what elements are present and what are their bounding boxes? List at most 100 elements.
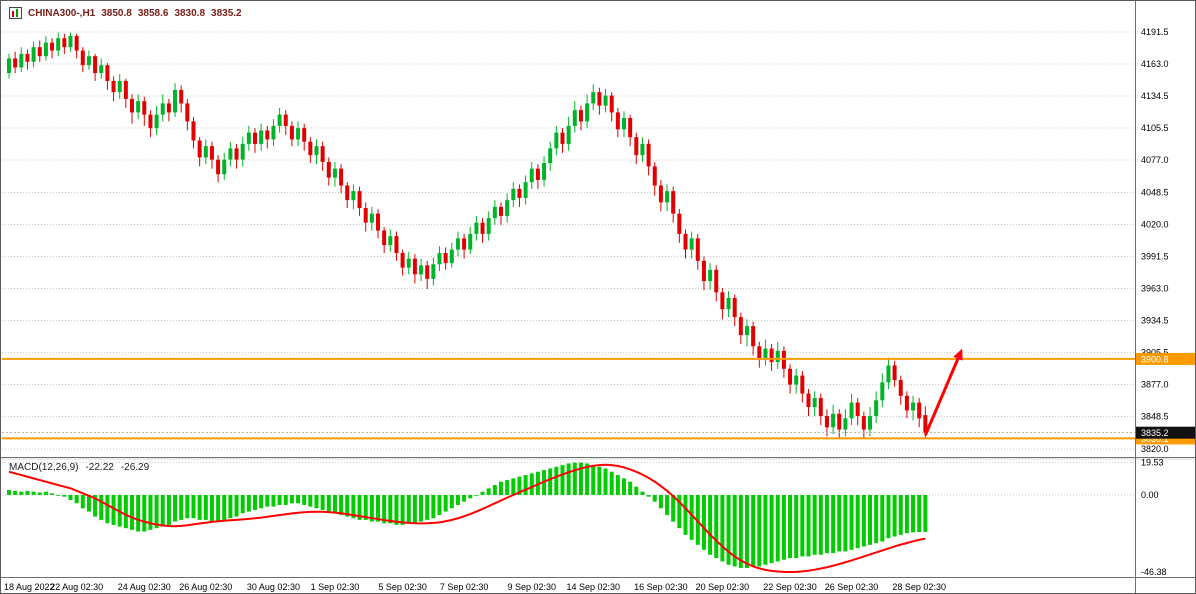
candle-down[interactable] bbox=[677, 213, 682, 234]
candle-down[interactable] bbox=[695, 238, 700, 261]
candle-down[interactable] bbox=[339, 168, 344, 186]
candle-down[interactable] bbox=[148, 114, 153, 129]
candle-down[interactable] bbox=[253, 132, 257, 144]
candle-up[interactable] bbox=[603, 95, 608, 106]
candle-up[interactable] bbox=[437, 252, 442, 265]
candle-down[interactable] bbox=[13, 58, 18, 68]
candle-up[interactable] bbox=[406, 258, 411, 268]
candle-down[interactable] bbox=[37, 47, 42, 57]
candle-down[interactable] bbox=[855, 402, 860, 417]
candle-down[interactable] bbox=[283, 114, 288, 126]
candle-down[interactable] bbox=[166, 103, 171, 113]
candle-down[interactable] bbox=[74, 35, 79, 51]
candle-down[interactable] bbox=[701, 260, 706, 282]
candle-up[interactable] bbox=[68, 35, 73, 48]
candle-up[interactable] bbox=[160, 103, 165, 115]
candle-up[interactable] bbox=[775, 350, 780, 363]
candle-up[interactable] bbox=[831, 413, 836, 428]
candle-down[interactable] bbox=[806, 393, 811, 408]
candle-up[interactable] bbox=[56, 38, 61, 51]
candle-down[interactable] bbox=[683, 233, 688, 250]
candle-down[interactable] bbox=[302, 128, 307, 142]
candle-up[interactable] bbox=[7, 58, 11, 74]
candle-down[interactable] bbox=[628, 118, 633, 138]
candle-down[interactable] bbox=[93, 56, 98, 74]
candle-down[interactable] bbox=[837, 413, 842, 430]
candle-up[interactable] bbox=[228, 148, 233, 160]
candle-down[interactable] bbox=[382, 230, 387, 246]
candle-down[interactable] bbox=[769, 348, 774, 363]
candle-down[interactable] bbox=[412, 258, 417, 275]
candle-down[interactable] bbox=[443, 252, 448, 264]
candle-up[interactable] bbox=[585, 103, 590, 122]
candle-down[interactable] bbox=[62, 38, 67, 48]
candle-down[interactable] bbox=[308, 141, 313, 156]
candle-up[interactable] bbox=[203, 146, 208, 158]
candle-down[interactable] bbox=[818, 398, 823, 417]
candle-down[interactable] bbox=[658, 185, 663, 203]
candle-down[interactable] bbox=[130, 98, 134, 113]
candle-up[interactable] bbox=[474, 222, 479, 234]
candle-up[interactable] bbox=[911, 402, 916, 411]
candle-up[interactable] bbox=[880, 382, 885, 401]
candle-down[interactable] bbox=[535, 168, 540, 180]
candle-down[interactable] bbox=[578, 110, 583, 122]
candle-up[interactable] bbox=[388, 236, 393, 246]
candle-down[interactable] bbox=[234, 148, 239, 160]
candle-down[interactable] bbox=[788, 368, 793, 385]
candle-up[interactable] bbox=[117, 80, 122, 93]
candle-down[interactable] bbox=[714, 269, 719, 293]
candle-down[interactable] bbox=[394, 236, 399, 253]
candle-up[interactable] bbox=[19, 53, 24, 68]
candle-up[interactable] bbox=[246, 132, 251, 144]
candle-down[interactable] bbox=[634, 137, 639, 156]
candle-up[interactable] bbox=[351, 191, 356, 201]
candle-down[interactable] bbox=[289, 125, 294, 140]
candle-down[interactable] bbox=[123, 80, 128, 99]
trend-arrow-line[interactable] bbox=[923, 358, 960, 436]
candle-down[interactable] bbox=[652, 166, 657, 186]
candle-down[interactable] bbox=[25, 53, 30, 62]
candle-down[interactable] bbox=[209, 146, 214, 160]
candle-up[interactable] bbox=[529, 168, 534, 183]
candle-down[interactable] bbox=[824, 416, 829, 428]
candle-down[interactable] bbox=[480, 222, 485, 234]
candle-up[interactable] bbox=[468, 233, 473, 250]
candle-down[interactable] bbox=[50, 42, 55, 51]
candle-up[interactable] bbox=[99, 65, 104, 74]
candle-down[interactable] bbox=[142, 101, 147, 115]
candle-down[interactable] bbox=[191, 121, 196, 141]
candle-up[interactable] bbox=[369, 213, 374, 223]
candle-up[interactable] bbox=[431, 264, 436, 279]
candle-up[interactable] bbox=[572, 110, 577, 126]
candle-up[interactable] bbox=[173, 89, 178, 113]
candle-down[interactable] bbox=[646, 143, 651, 167]
candle-down[interactable] bbox=[861, 416, 866, 430]
candle-up[interactable] bbox=[419, 265, 424, 275]
candle-up[interactable] bbox=[542, 163, 547, 180]
candle-down[interactable] bbox=[720, 292, 725, 310]
candle-up[interactable] bbox=[763, 348, 768, 360]
candle-up[interactable] bbox=[591, 92, 596, 104]
candle-down[interactable] bbox=[917, 402, 922, 419]
candle-up[interactable] bbox=[554, 132, 559, 149]
candle-up[interactable] bbox=[745, 326, 749, 336]
candle-up[interactable] bbox=[868, 416, 872, 430]
candle-down[interactable] bbox=[751, 326, 756, 347]
candle-down[interactable] bbox=[326, 161, 331, 178]
candle-down[interactable] bbox=[179, 89, 184, 104]
candle-down[interactable] bbox=[615, 112, 620, 130]
candle-up[interactable] bbox=[314, 146, 319, 156]
candle-up[interactable] bbox=[665, 191, 670, 203]
candle-up[interactable] bbox=[505, 200, 510, 216]
candle-up[interactable] bbox=[240, 143, 245, 160]
candle-up[interactable] bbox=[277, 114, 282, 126]
candle-up[interactable] bbox=[726, 297, 731, 310]
candle-down[interactable] bbox=[345, 185, 350, 201]
candle-up[interactable] bbox=[31, 47, 36, 62]
candle-up[interactable] bbox=[259, 130, 264, 144]
candle-up[interactable] bbox=[689, 238, 694, 250]
candle-up[interactable] bbox=[455, 238, 460, 250]
candle-up[interactable] bbox=[136, 101, 141, 113]
